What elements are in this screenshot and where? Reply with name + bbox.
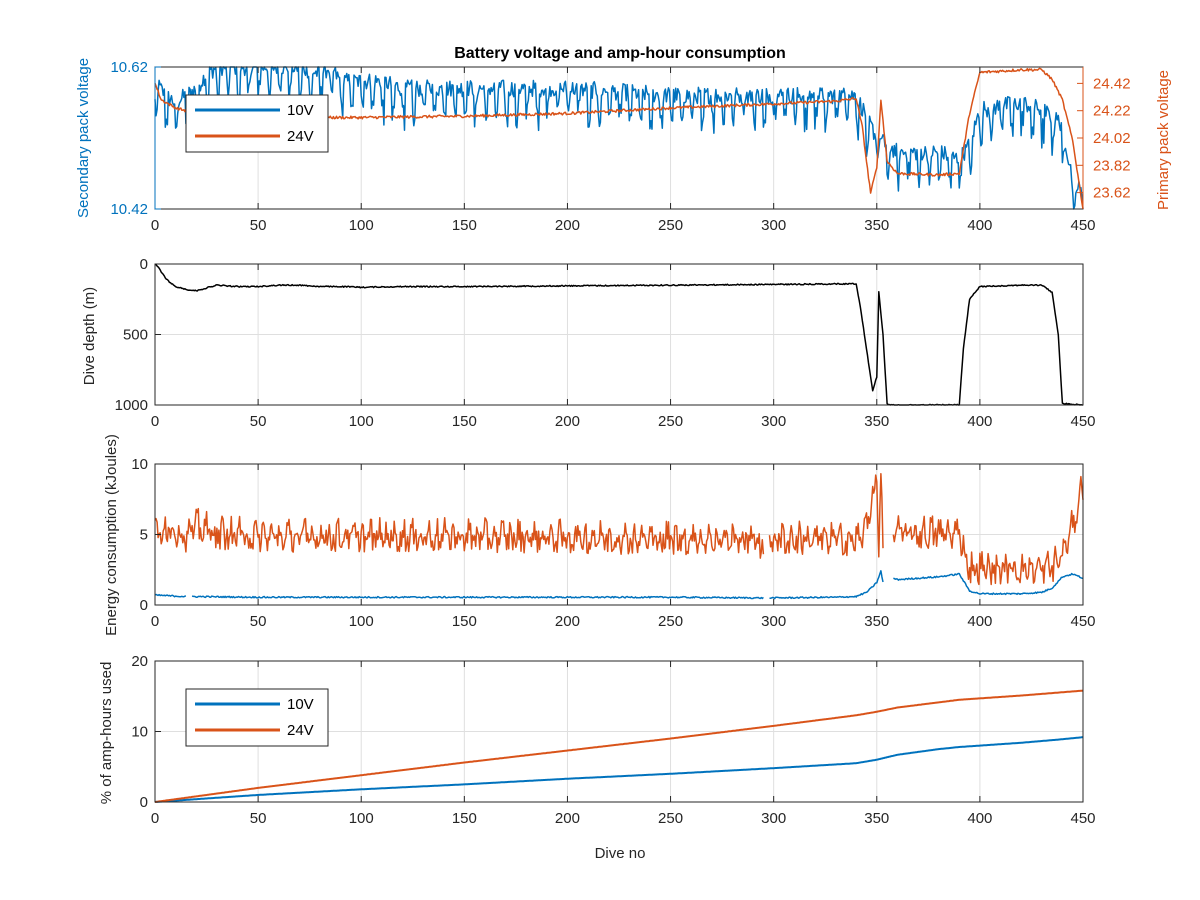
legend-box [185, 94, 329, 153]
right-y-tick-label: 24.42 [1093, 75, 1131, 92]
dive-no-x-axis-label: Dive no [595, 845, 646, 862]
x-tick-label: 350 [864, 217, 889, 234]
energy-y-axis-label: Energy consumption (kJoules) [103, 434, 120, 636]
series-line-10v [154, 736, 1084, 803]
series-line-24v [154, 689, 1084, 803]
amp-hours-legend: 10V 24V [185, 688, 329, 747]
x-tick-label: 200 [555, 613, 580, 630]
x-tick-label: 0 [151, 413, 159, 430]
x-tick-label: 450 [1070, 810, 1095, 827]
x-tick-label: 400 [967, 217, 992, 234]
y-tick-label: 10 [131, 456, 148, 473]
x-tick-label: 250 [658, 413, 683, 430]
x-tick-label: 300 [761, 613, 786, 630]
x-tick-label: 250 [658, 217, 683, 234]
y-tick-label: 10.62 [110, 59, 148, 76]
voltage-legend: 10V 24V [185, 94, 329, 153]
x-tick-label: 150 [452, 613, 477, 630]
x-tick-label: 200 [555, 810, 580, 827]
x-tick-label: 250 [658, 810, 683, 827]
x-tick-label: 150 [452, 413, 477, 430]
x-tick-label: 400 [967, 810, 992, 827]
legend-label-10v: 10V [287, 102, 314, 119]
x-tick-label: 50 [250, 810, 267, 827]
x-tick-label: 50 [250, 413, 267, 430]
x-tick-label: 50 [250, 217, 267, 234]
x-tick-label: 400 [967, 413, 992, 430]
series-line-24v [154, 472, 1084, 586]
series-line-10v [154, 570, 1083, 600]
x-tick-label: 300 [761, 810, 786, 827]
x-tick-label: 0 [151, 613, 159, 630]
x-tick-label: 450 [1070, 413, 1095, 430]
legend-label-10v: 10V [287, 696, 314, 713]
y-tick-label: 10 [131, 724, 148, 741]
x-tick-label: 450 [1070, 613, 1095, 630]
x-tick-label: 150 [452, 217, 477, 234]
y-tick-label: 0 [140, 597, 148, 614]
x-tick-label: 100 [349, 413, 374, 430]
x-tick-label: 50 [250, 613, 267, 630]
legend-label-24v: 24V [287, 128, 314, 145]
x-tick-label: 350 [864, 613, 889, 630]
x-tick-label: 100 [349, 613, 374, 630]
y-tick-label: 0 [140, 256, 148, 273]
x-tick-label: 100 [349, 810, 374, 827]
y-tick-label: 20 [131, 653, 148, 670]
x-tick-label: 300 [761, 217, 786, 234]
x-tick-label: 200 [555, 413, 580, 430]
right-y-tick-label: 23.62 [1093, 185, 1131, 202]
x-tick-label: 250 [658, 613, 683, 630]
chart-title: Battery voltage and amp-hour consumption [454, 45, 786, 62]
x-tick-label: 0 [151, 810, 159, 827]
y-tick-label: 5 [140, 527, 148, 544]
legend-label-24v: 24V [287, 722, 314, 739]
amp-hours-y-axis-label: % of amp-hours used [98, 662, 115, 805]
x-tick-label: 350 [864, 413, 889, 430]
x-tick-label: 300 [761, 413, 786, 430]
dive-depth-subplot: 0 50 100 150 200 250 300 350 400 450 0 500 1000 [115, 256, 1096, 430]
y-tick-label: 0 [140, 794, 148, 811]
x-tick-label: 100 [349, 217, 374, 234]
right-y-tick-label: 24.02 [1093, 130, 1131, 147]
x-tick-label: 150 [452, 810, 477, 827]
y-tick-label: 1000 [115, 397, 148, 414]
y-tick-label: 500 [123, 327, 148, 344]
x-tick-label: 0 [151, 217, 159, 234]
right-y-tick-label: 23.82 [1093, 157, 1131, 174]
y-tick-label: 10.42 [110, 201, 148, 218]
voltage-left-y-axis-label: Secondary pack voltage [75, 58, 92, 218]
legend-box [185, 688, 329, 747]
x-tick-label: 450 [1070, 217, 1095, 234]
depth-y-axis-label: Dive depth (m) [81, 287, 98, 385]
right-y-tick-label: 24.22 [1093, 103, 1131, 120]
x-tick-label: 200 [555, 217, 580, 234]
x-tick-label: 400 [967, 613, 992, 630]
energy-consumption-subplot: 0 50 100 150 200 250 300 350 400 450 0 5 10 [131, 456, 1095, 630]
x-tick-label: 350 [864, 810, 889, 827]
voltage-right-y-axis-label: Primary pack voltage [1155, 70, 1172, 210]
